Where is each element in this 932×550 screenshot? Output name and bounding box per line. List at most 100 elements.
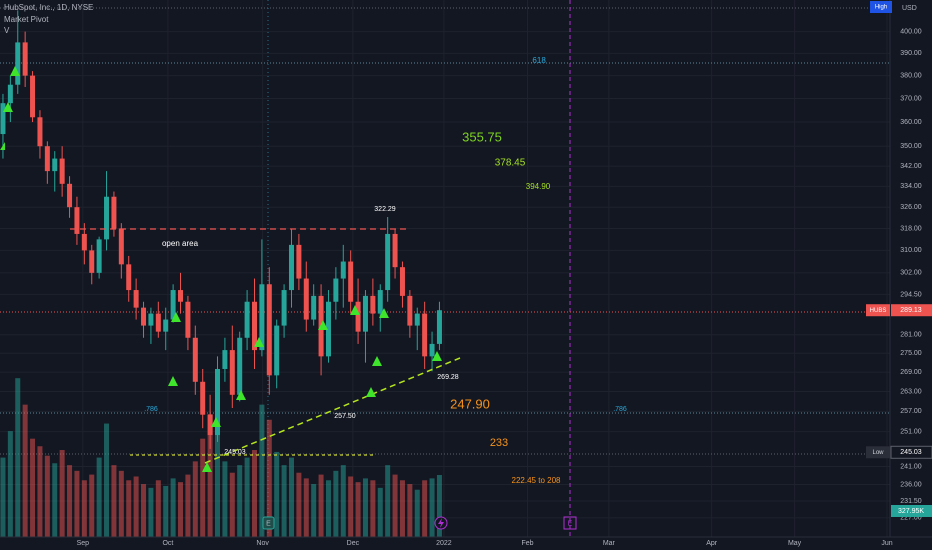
annotation: .786: [144, 406, 158, 413]
candle-body: [148, 313, 154, 326]
annotation: 245.03: [224, 449, 246, 456]
candle-body: [266, 284, 272, 376]
candle-body: [133, 290, 139, 308]
candle-body: [7, 84, 13, 104]
volume-bar: [192, 461, 198, 537]
candle-body: [303, 278, 309, 320]
x-tick-label: Feb: [521, 540, 533, 547]
x-tick-label: Nov: [256, 540, 269, 547]
volume-bar: [7, 431, 13, 537]
volume-title: V: [4, 26, 10, 35]
volume-bar: [30, 438, 36, 537]
annotations: open area 322.29 269.28 257.50 245.03 .618 355…: [144, 56, 627, 485]
y-tick-label: 318.00: [900, 225, 922, 232]
volume-bar: [429, 478, 435, 537]
axis: 400.00 390.00 380.00 370.00 360.00 350.00 342.…: [77, 1, 932, 547]
volume-bar: [207, 414, 213, 537]
annotation: 257.50: [334, 413, 356, 420]
x-tick-label: Apr: [706, 540, 718, 547]
candle-body: [281, 290, 287, 326]
volume-bar: [111, 465, 117, 537]
candle-body: [422, 313, 428, 357]
candle-body: [59, 158, 65, 184]
volume-bar: [22, 404, 28, 537]
y-tick-label: 334.00: [900, 183, 922, 190]
volume-bar: [348, 476, 354, 537]
pivot: [202, 462, 212, 472]
earnings-icon-text: E: [266, 520, 271, 527]
volume-bar: [37, 446, 43, 537]
x-tick-label: Dec: [347, 540, 360, 547]
volume-bar: [311, 484, 317, 537]
candle-body: [126, 264, 132, 291]
indicator-name: Market Pivot: [4, 15, 49, 24]
y-tick-label: 241.00: [900, 463, 922, 470]
candle-body: [399, 267, 405, 296]
volume-bar: [237, 465, 243, 537]
y-tick-label: 390.00: [900, 50, 922, 57]
low-price-label: 245.03: [900, 449, 922, 456]
candle-body: [407, 295, 413, 326]
candle-body: [67, 183, 73, 208]
volume-bar: [392, 474, 398, 537]
volume-bar: [399, 480, 405, 537]
candle-body: [311, 295, 317, 320]
candle-body: [244, 301, 250, 338]
candle-body: [325, 301, 331, 357]
volume-bar: [303, 478, 309, 537]
volume-bar: [222, 461, 228, 537]
volume-bar: [251, 450, 257, 537]
earnings-icon[interactable]: [563, 516, 577, 530]
candle-body: [52, 158, 58, 172]
pivot: [171, 312, 181, 322]
volume-bar: [333, 470, 339, 537]
volume-bar: [370, 480, 376, 537]
pivot: [318, 320, 328, 330]
annotation: 269.28: [437, 374, 459, 381]
y-tick-label: 310.00: [900, 247, 922, 254]
volume-bar: [67, 465, 73, 537]
x-tick-label: Jun: [881, 540, 892, 547]
pivot: [211, 417, 221, 427]
x-tick-label: May: [788, 540, 802, 547]
pivot: [379, 308, 389, 318]
volume-bar: [318, 474, 324, 537]
annotation: 247.90: [450, 396, 490, 411]
y-tick-label: 370.00: [900, 95, 922, 102]
y-tick-label: 263.00: [900, 388, 922, 395]
high-badge: [870, 1, 892, 13]
y-tick-label: 342.00: [900, 163, 922, 170]
annotation: 355.75: [462, 129, 502, 144]
volume-bar: [52, 463, 58, 537]
candle-body: [185, 301, 191, 338]
x-tick-label: Sep: [77, 540, 90, 547]
volume-bar: [385, 465, 391, 537]
earnings-icon[interactable]: [262, 516, 275, 530]
volume-bar: [74, 470, 80, 537]
candle-body: [229, 350, 235, 395]
candle-body: [436, 310, 442, 344]
pivot: [3, 102, 13, 112]
volume-bar: [0, 457, 6, 537]
volume-bar: [185, 474, 191, 537]
y-tick-label: 257.00: [900, 408, 922, 415]
y-tick-label: 275.00: [900, 350, 922, 357]
volume-bar: [266, 419, 272, 537]
volume-bar: [422, 480, 428, 537]
volume-bar: [118, 470, 124, 537]
volume-bar: [163, 485, 169, 537]
y-tick-label: 231.50: [900, 498, 922, 505]
candles: [0, 10, 442, 449]
candle-body: [222, 350, 228, 369]
volume-bar: [200, 438, 206, 537]
candle-body: [30, 75, 36, 118]
price-label: 289.13: [900, 307, 922, 314]
volume-bar: [44, 455, 50, 537]
y-tick-label: 350.00: [900, 143, 922, 150]
candle-body: [215, 368, 221, 436]
candle-body: [355, 301, 361, 332]
volume-bar: [104, 423, 110, 537]
y-tick-label: 302.00: [900, 270, 922, 277]
candle-body: [362, 295, 368, 332]
annotation: 322.29: [374, 206, 396, 213]
